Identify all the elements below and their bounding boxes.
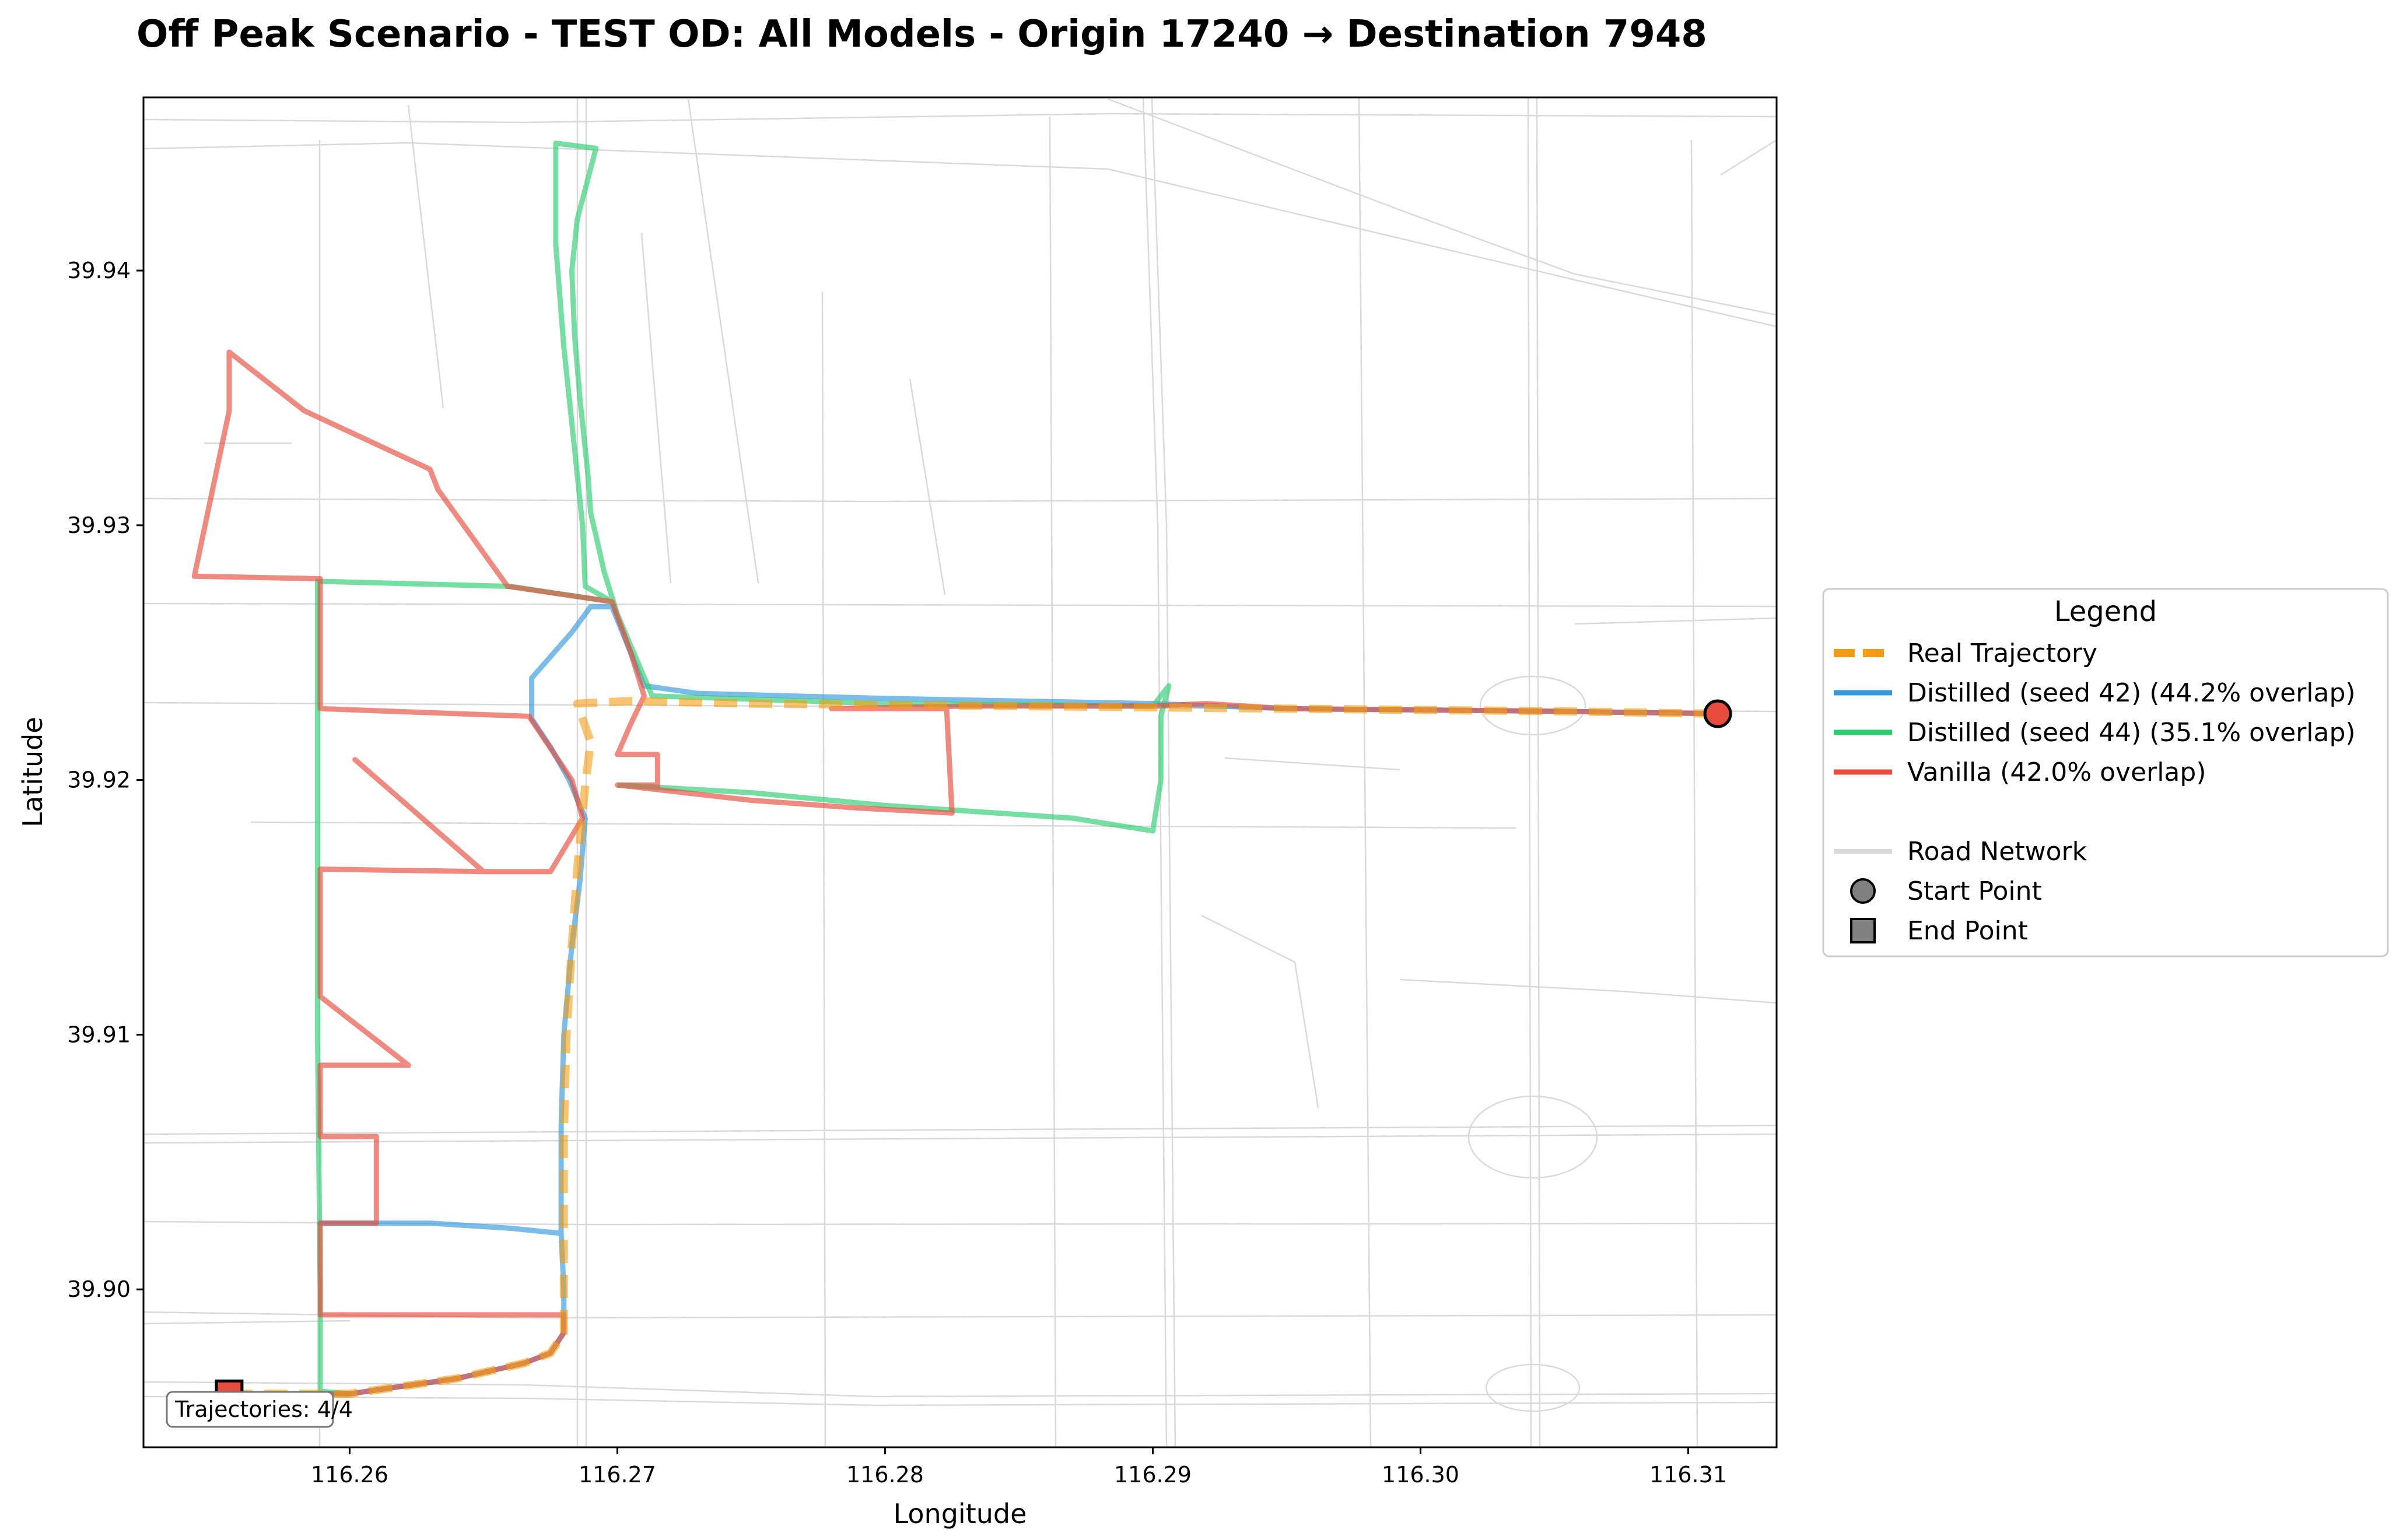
legend-label: Start Point (1907, 876, 2042, 906)
road-segment (1536, 97, 1541, 1447)
road-segment (143, 1124, 1777, 1135)
y-axis-ticks: 39.90 39.91 39.92 39.93 39.94 (67, 258, 143, 1302)
x-axis-label: Longitude (894, 1498, 1027, 1530)
road-segment (1690, 139, 1698, 1447)
x-axis-ticks: 116.26 116.27 116.28 116.29 116.30 116.31 (311, 1447, 1727, 1488)
road-segment (1574, 617, 1777, 625)
map-area (143, 97, 1777, 1447)
road-segment (143, 1311, 1777, 1319)
trajectory-count-text: Trajectories: 4/4 (174, 1397, 353, 1422)
series-line (229, 141, 1172, 1397)
x-tick-label: 116.28 (846, 1462, 924, 1488)
legend-items: Real Trajectory Distilled (seed 42) (44.2… (1834, 639, 2356, 946)
road-segment (143, 142, 1777, 328)
legend-box (1822, 588, 2389, 957)
trajectory-series (191, 141, 1718, 1398)
legend-label: Road Network (1907, 837, 2087, 867)
legend-label: End Point (1907, 916, 2028, 946)
chart-title: Off Peak Scenario - TEST OD: All Models … (136, 13, 1707, 56)
road-segment (1720, 139, 1777, 176)
road-segment (143, 1320, 351, 1325)
road-segment (1151, 97, 1176, 1447)
legend-label: Real Trajectory (1907, 639, 2097, 668)
road-segment (143, 497, 1777, 503)
point-markers (215, 699, 1732, 1408)
road-interchange (1479, 675, 1586, 736)
x-tick-label: 116.26 (311, 1462, 388, 1488)
road-segment (143, 1220, 1777, 1226)
road-interchange (1485, 1363, 1581, 1412)
road-network (143, 97, 1777, 1447)
y-tick-label: 39.91 (67, 1022, 131, 1047)
x-tick-label: 116.29 (1114, 1462, 1192, 1488)
x-tick-label: 116.31 (1649, 1462, 1727, 1488)
legend-end-marker (1850, 918, 1876, 943)
plot-frame (142, 96, 1778, 1448)
road-segment (1358, 97, 1372, 1447)
legend: Legend Real Trajectory Distilled (seed 42… (1822, 588, 2389, 957)
road-interchange (1467, 1095, 1598, 1179)
y-axis-label: Latitude (17, 717, 48, 827)
series-line (229, 697, 1718, 1398)
legend-title: Legend (2054, 595, 2157, 628)
road-segment (143, 113, 1777, 124)
road-segment (143, 602, 1777, 608)
legend-start-marker (1850, 878, 1876, 904)
road-segment (687, 99, 759, 584)
x-tick-label: 116.30 (1382, 1462, 1459, 1488)
legend-label: Distilled (seed 44) (35.1% overlap) (1907, 718, 2356, 748)
road-segment (143, 1133, 1777, 1144)
road-segment (250, 821, 1517, 829)
road-segment (143, 1381, 1777, 1398)
road-segment (1142, 97, 1168, 1447)
road-segment (909, 378, 946, 595)
y-tick-label: 39.92 (67, 767, 131, 793)
road-segment (640, 233, 672, 584)
road-segment (1224, 757, 1400, 771)
y-tick-label: 39.90 (67, 1276, 131, 1302)
road-segment (1399, 978, 1777, 1004)
y-tick-label: 39.93 (67, 513, 131, 538)
legend-label: Vanilla (42.0% overlap) (1907, 757, 2206, 787)
road-segment (407, 104, 444, 409)
road-segment (821, 291, 826, 1447)
series-line (191, 349, 1718, 1397)
road-segment (1108, 98, 1777, 316)
road-segment (1201, 914, 1319, 1108)
road-segment (1527, 97, 1532, 1447)
legend-label: Distilled (seed 42) (44.2% overlap) (1907, 678, 2356, 708)
trajectory-counter: Trajectories: 4/4 (166, 1391, 353, 1428)
start-point-marker (1703, 699, 1732, 728)
x-tick-label: 116.27 (579, 1462, 656, 1488)
y-tick-label: 39.94 (67, 258, 131, 283)
road-segment (1049, 116, 1057, 1447)
